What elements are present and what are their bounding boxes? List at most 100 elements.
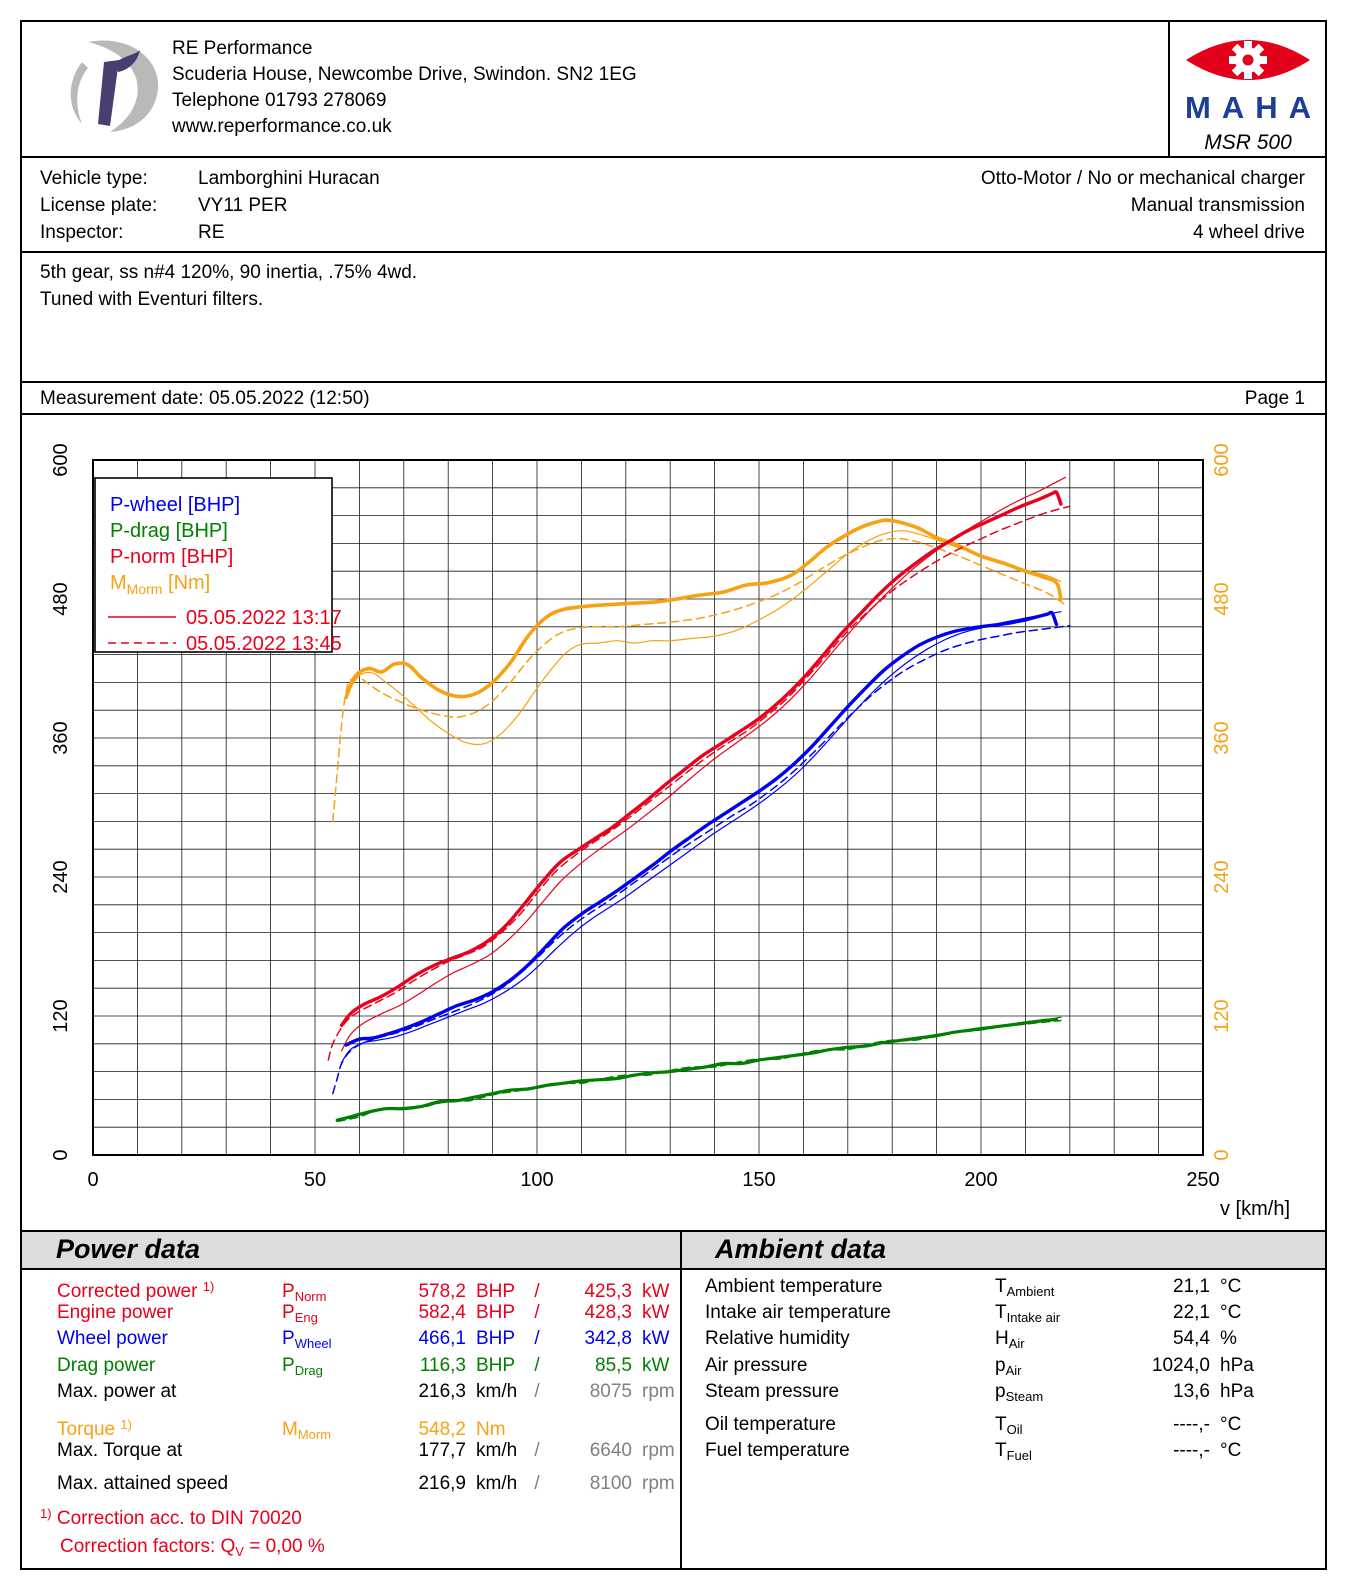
transmission-type: Manual transmission [1130,195,1305,216]
power-data-table: Corrected power 1) PNorm 578,2 BHP/425,3 kW E… [40,1274,680,1498]
symbol-subscript: Fuel [1006,1448,1032,1464]
maha-block: MAHA MSR 500 [1172,28,1324,155]
symbol-subscript: Eng [294,1310,318,1326]
symbol-subscript: Steam [1005,1388,1044,1404]
vehicle-type-label: Vehicle type: [40,168,148,189]
maha-wordmark: MAHA [1185,90,1311,124]
ambient-data-row: Intake air temperature TIntake air 22,1 °C [702,1300,1325,1326]
ambient-data-row: Fuel temperature TFuel ----,- °C [702,1438,1325,1464]
engine-type: Otto-Motor / No or mechanical charger [980,168,1305,189]
footnote-line: 1) Correction acc. to DIN 70020 [40,1506,302,1529]
ambient-row-label: Steam pressure [705,1380,840,1402]
y-right-tick: 120 [1211,999,1233,1032]
company-website: www.reperformance.co.uk [172,116,392,137]
ambient-row-symbol: pSteam [995,1380,1044,1404]
x-axis-label: v [km/h] [1220,1198,1290,1220]
power-row-slash: / [534,1281,540,1302]
power-row-value: 216,9 [418,1473,466,1495]
vehicle-row: License plate: VY11 PER [40,193,287,219]
y-left-tick: 120 [50,999,72,1032]
ambient-row-value: 13,6 [1173,1380,1210,1402]
legend-entry: MMorm [Nm] [110,572,210,597]
y-left-tick: 600 [50,443,72,476]
symbol-subscript: Ambient [1006,1284,1055,1299]
page-number: Page 1 [1244,388,1305,409]
page-border [20,20,1327,1570]
drive-type: 4 wheel drive [1193,222,1305,243]
ambient-row-label: Air pressure [705,1354,808,1376]
power-row-symbol: PNorm [282,1281,327,1304]
series-pnorm-mean [339,490,1063,1027]
ambient-row-unit: hPa [1220,1380,1254,1402]
power-row-unit: Nm [476,1418,506,1440]
plot-border [92,459,1204,1156]
series-pwheel-mean [344,610,1059,1047]
power-row-label: Max. attained speed [57,1473,229,1495]
power-row-value: 177,7 [418,1440,466,1462]
ambient-row-symbol: TOil [995,1413,1023,1437]
device-model: MSR 500 [1204,131,1292,154]
legend-run-label: 05.05.2022 13:45 [186,633,342,655]
power-row-value-2: 6640 [589,1440,632,1462]
power-data-row: Max. power at 216,3 km/h / 8075 rpm [40,1379,680,1405]
power-row-value-2: 342,8 [584,1328,632,1350]
ambient-data-row: Steam pressure pSteam 13,6 hPa [702,1379,1325,1405]
comment-line: Tuned with Eventuri filters. [40,289,264,310]
ambient-row-symbol: HAir [995,1328,1025,1352]
legend-entry: P-norm [BHP] [110,546,233,568]
y-right-tick: 480 [1211,582,1233,615]
y-right-tick: 0 [1211,1149,1233,1160]
power-row-unit-2: rpm [642,1473,675,1495]
vehicle-row: Inspector: RE [40,220,224,246]
power-row-slash: / [534,1328,540,1350]
power-row-value: 582,4 [418,1302,466,1324]
power-data-row: Wheel power PWheel 466,1 BHP / 342,8 kW [40,1326,680,1352]
symbol-subscript: Morm [297,1426,332,1442]
power-data-row: Max. attained speed 216,9 km/h / 8100 rpm [40,1471,680,1497]
company-block: RE Performance Scuderia House, Newcombe … [172,36,637,140]
measurement-date: Measurement date: 05.05.2022 (12:50) [40,388,370,409]
legend-box [94,477,333,653]
footnote-line: Correction factors: QV = 0,00 % [60,1536,325,1559]
power-row-symbol: PDrag [282,1354,323,1378]
ambient-data-table: Ambient temperature TAmbient 21,1 °C Intake … [702,1274,1325,1464]
correction-footnotes: 1) Correction acc. to DIN 70020 Correctio… [40,1500,325,1566]
ambient-row-unit: hPa [1220,1354,1254,1376]
vehicle-row: Vehicle type: Lamborghini Huracan [40,166,380,192]
footnote-marker: 1) [120,1416,132,1432]
re-performance-logo [70,40,159,133]
power-row-unit: BHP [476,1354,516,1376]
power-row-value-2: 85,5 [595,1354,632,1376]
ambient-row-label: Oil temperature [705,1413,836,1435]
series-pnorm-run-1317 [341,476,1066,1052]
power-row-unit-2: rpm [642,1440,675,1462]
ambient-row-value: 22,1 [1173,1302,1210,1324]
ambient-row-unit: °C [1220,1413,1242,1435]
ambient-row-unit: °C [1220,1276,1242,1297]
power-row-symbol: PEng [282,1302,318,1326]
power-row-slash: / [534,1473,540,1495]
maha-logo-icon: MAHA [1185,40,1311,125]
comment-line: 5th gear, ss n#4 120%, 90 inertia, .75% … [40,262,418,283]
ambient-row-value: 21,1 [1173,1276,1210,1297]
power-row-slash: / [534,1440,540,1462]
dyno-chart: 0 50 100 150 200 250 0 120 240 360 480 600 0 120 240 36… [50,443,1290,1220]
ambient-row-unit: °C [1220,1440,1242,1462]
power-row-symbol: MMorm [282,1418,332,1442]
symbol-subscript: Air [1008,1336,1025,1352]
power-row-unit: km/h [476,1380,518,1402]
ambient-row-value: 1024,0 [1151,1354,1210,1376]
symbol-subscript: V [235,1544,244,1559]
power-row-value: 116,3 [419,1354,466,1376]
series-torque-mean [344,518,1063,700]
table-divider [680,1230,682,1570]
x-axis-tick: 200 [964,1169,997,1191]
power-row-label: Engine power [57,1302,174,1324]
symbol-subscript: Oil [1006,1421,1023,1437]
legend-entry: P-drag [BHP] [110,520,228,542]
power-data-title: Power data [22,1230,681,1270]
datebar-rule-bottom [20,413,1327,415]
y-right-tick: 600 [1211,443,1233,476]
company-name: RE Performance [172,38,313,59]
footnote-marker: 1) [202,1279,215,1294]
